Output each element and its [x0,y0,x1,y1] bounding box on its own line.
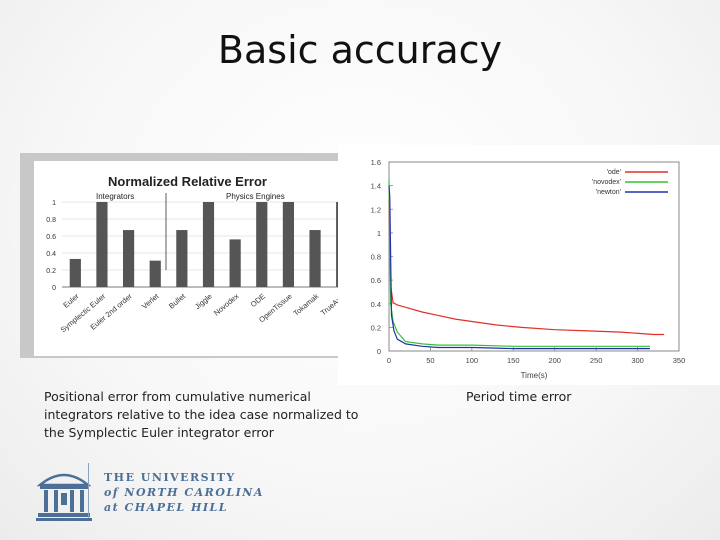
line-chart: 0 0.2 0.4 0.6 0.8 1 1.2 1.4 1.6 0 50 100 150 200 250 3… [338,145,720,385]
legend-label-1: 'novodex' [592,179,621,186]
caption-positional-error: Positional error from cumulative numeric… [44,389,359,440]
logo-line-1: THE UNIVERSITY [104,471,236,484]
line-y-tick-label: 1.2 [371,205,381,214]
line-x-tick-label: 50 [426,356,434,365]
bar-y-tick-label: 0 [52,285,56,292]
unc-logo-icon [36,473,92,521]
bar-chart: Normalized Relative Error Integrators Ph… [20,153,361,358]
line-x-tick-label: 150 [507,356,520,365]
bar-euler-2nd-order [122,230,135,287]
line-chart-series [388,179,665,350]
line-chart-panel [338,145,720,385]
bar-y-tick-label: 1 [52,200,56,207]
logo-line-3: at CHAPEL HILL [104,501,228,514]
bar-euler [69,258,81,287]
line-x-tick-label: 300 [631,356,644,365]
line-y-tick-label: 0.6 [371,276,381,285]
caption-period-error: Period time error [466,389,572,404]
bar-symplectic-euler [96,202,108,287]
series-line-2 [388,185,650,350]
line-y-tick-label: 0 [377,347,381,356]
bar-y-tick-label: 0.8 [46,217,56,224]
line-y-tick-label: 0.4 [371,300,381,309]
line-chart-y-axis: 0 0.2 0.4 0.6 0.8 1 1.2 1.4 1.6 [371,158,393,356]
line-x-tick-label: 200 [548,356,561,365]
series-line-1 [388,179,650,347]
bar-verlet [149,260,161,287]
group-label-engines: Physics Engines [226,192,285,201]
line-chart-x-label: Time(s) [521,371,548,380]
line-y-tick-label: 1 [377,229,381,238]
line-x-tick-label: 100 [466,356,479,365]
bar-y-tick-label: 0.6 [46,234,56,241]
legend-label-0: 'ode' [607,169,621,176]
logo-divider [88,463,89,518]
bar-y-tick-label: 0.2 [46,268,56,275]
bar-y-tick-label: 0.4 [46,251,56,258]
bar-chart-y-axis: 0 0.2 0.4 0.6 0.8 1 [46,200,56,292]
series-line-0 [388,199,665,336]
bar-ode [256,202,268,287]
bar-bullet [176,230,188,287]
line-y-tick-label: 0.8 [371,253,381,262]
line-chart-legend: 'ode' 'novodex' 'newton' [592,169,668,196]
line-x-tick-label: 250 [590,356,603,365]
bar-chart-panel [34,161,359,356]
line-y-tick-label: 1.4 [371,182,381,191]
line-x-tick-label: 350 [673,356,686,365]
line-y-tick-label: 1.6 [371,158,381,167]
line-x-tick-label: 0 [387,356,391,365]
slide-title: Basic accuracy [217,28,503,72]
group-label-integrators: Integrators [96,192,134,201]
bar-jiggle [202,202,215,287]
line-y-tick-label: 0.2 [371,323,381,332]
bar-novodex [229,239,241,287]
bar-chart-title: Normalized Relative Error [108,174,267,189]
legend-label-2: 'newton' [596,189,621,196]
bar-opentissue [282,202,295,287]
bar-tokamak [309,230,321,287]
logo-line-2: of NORTH CAROLINA [104,486,264,499]
